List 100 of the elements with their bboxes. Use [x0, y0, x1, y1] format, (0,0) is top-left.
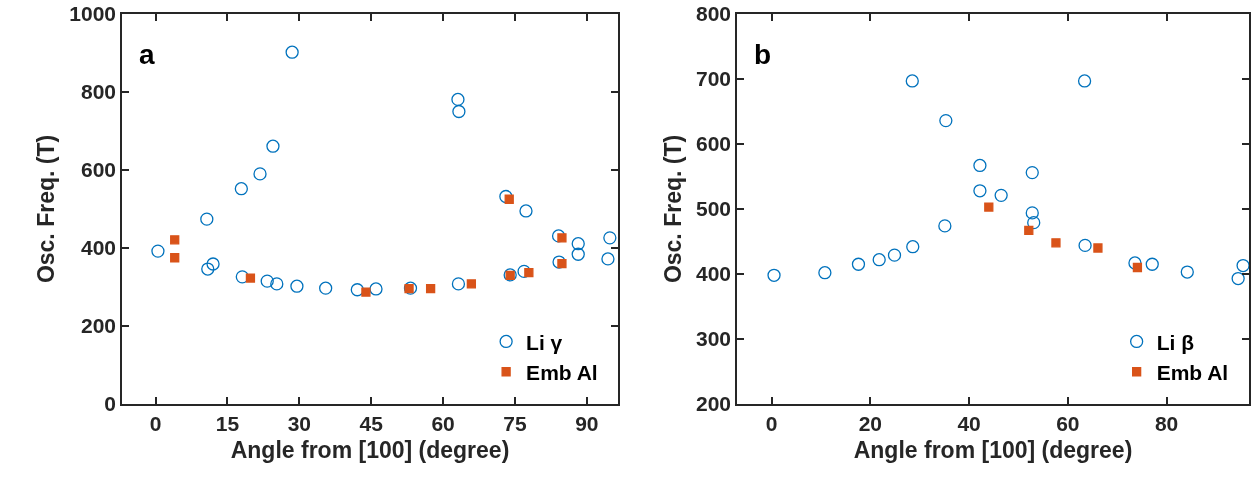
point — [557, 258, 567, 269]
point — [557, 233, 567, 243]
y-axis-title: Osc. Freq. (T) — [33, 134, 60, 284]
x-tick-label: 75 — [503, 411, 527, 435]
point — [851, 257, 866, 271]
x-tick-label: 90 — [575, 411, 599, 435]
point — [1132, 262, 1143, 273]
point — [170, 253, 180, 263]
point — [466, 279, 477, 289]
point — [939, 113, 953, 128]
point — [206, 257, 220, 271]
point — [938, 219, 952, 233]
annotation: a — [139, 39, 155, 70]
point — [1025, 165, 1039, 180]
x-tick-label: 60 — [431, 411, 455, 435]
point — [973, 158, 987, 173]
legend-label: Emb Al — [1156, 360, 1229, 384]
y-tick-label: 500 — [696, 197, 732, 221]
point — [451, 277, 466, 291]
point — [1236, 258, 1250, 273]
point — [552, 255, 566, 269]
point — [499, 189, 513, 204]
point — [905, 74, 919, 88]
point — [361, 287, 371, 297]
point — [973, 184, 987, 198]
point — [369, 282, 383, 296]
point — [319, 281, 333, 295]
x-axis-title: Angle from [100] (degree) — [853, 437, 1133, 464]
point — [170, 235, 180, 245]
point — [1027, 216, 1041, 230]
legend-label: Li β — [1156, 330, 1195, 354]
point — [524, 267, 534, 278]
y-tick-label: 300 — [696, 327, 732, 351]
y-tick-label: 800 — [81, 80, 117, 104]
point — [1231, 271, 1245, 286]
point — [767, 268, 781, 282]
x-tick-label: 15 — [215, 411, 240, 435]
point — [994, 188, 1008, 202]
point — [201, 262, 215, 276]
x-tick-label: 30 — [287, 411, 311, 435]
point — [350, 283, 364, 297]
point — [887, 248, 902, 262]
x-tick-label: 20 — [858, 411, 882, 435]
point — [1025, 206, 1039, 220]
legend-label: Emb Al — [526, 360, 598, 384]
point — [571, 237, 585, 251]
point — [1077, 74, 1092, 88]
point — [403, 281, 418, 295]
point — [451, 92, 465, 107]
y-tick-label: 1000 — [69, 2, 117, 26]
x-tick-label: 45 — [359, 411, 384, 435]
point — [245, 273, 256, 283]
point — [1128, 256, 1142, 270]
point — [234, 182, 248, 196]
point — [260, 274, 274, 288]
y-tick-label: 600 — [696, 132, 732, 156]
x-axis-title: Angle from [100] (degree) — [230, 437, 510, 464]
point — [519, 204, 533, 218]
y-tick-label: 400 — [81, 236, 117, 260]
point — [984, 202, 994, 212]
point — [452, 104, 466, 119]
point — [1051, 238, 1061, 248]
point — [404, 283, 414, 294]
point — [425, 283, 436, 294]
point — [571, 247, 585, 261]
point — [872, 253, 886, 267]
y-tick-label: 200 — [81, 314, 117, 338]
point — [603, 231, 617, 245]
x-tick-label: 0 — [149, 411, 162, 435]
point — [285, 45, 299, 59]
x-tick-label: 80 — [1154, 411, 1179, 435]
point — [270, 277, 284, 291]
point — [235, 270, 249, 284]
point — [517, 264, 531, 279]
point — [290, 279, 304, 293]
y-tick-label: 400 — [696, 262, 732, 286]
point — [151, 244, 165, 258]
point — [601, 252, 615, 266]
point — [1078, 238, 1092, 253]
point — [906, 240, 920, 254]
x-tick-label: 60 — [1056, 411, 1080, 435]
point — [551, 229, 566, 243]
point — [1180, 265, 1194, 279]
annotation: b — [754, 39, 772, 70]
point — [266, 139, 280, 153]
y-tick-label: 800 — [696, 2, 732, 26]
point — [200, 212, 214, 226]
x-tick-label: 40 — [957, 411, 981, 435]
point — [253, 167, 267, 181]
point — [1145, 257, 1159, 271]
y-tick-label: 700 — [696, 67, 732, 91]
point — [1093, 243, 1103, 253]
y-axis-title: Osc. Freq. (T) — [659, 134, 686, 284]
y-tick-label: 600 — [81, 158, 117, 182]
legend-label: Li γ — [526, 330, 563, 354]
y-tick-label: 0 — [104, 392, 117, 416]
point — [504, 194, 514, 204]
point — [1024, 225, 1034, 236]
y-tick-label: 200 — [696, 392, 732, 416]
x-tick-label: 0 — [765, 411, 778, 435]
